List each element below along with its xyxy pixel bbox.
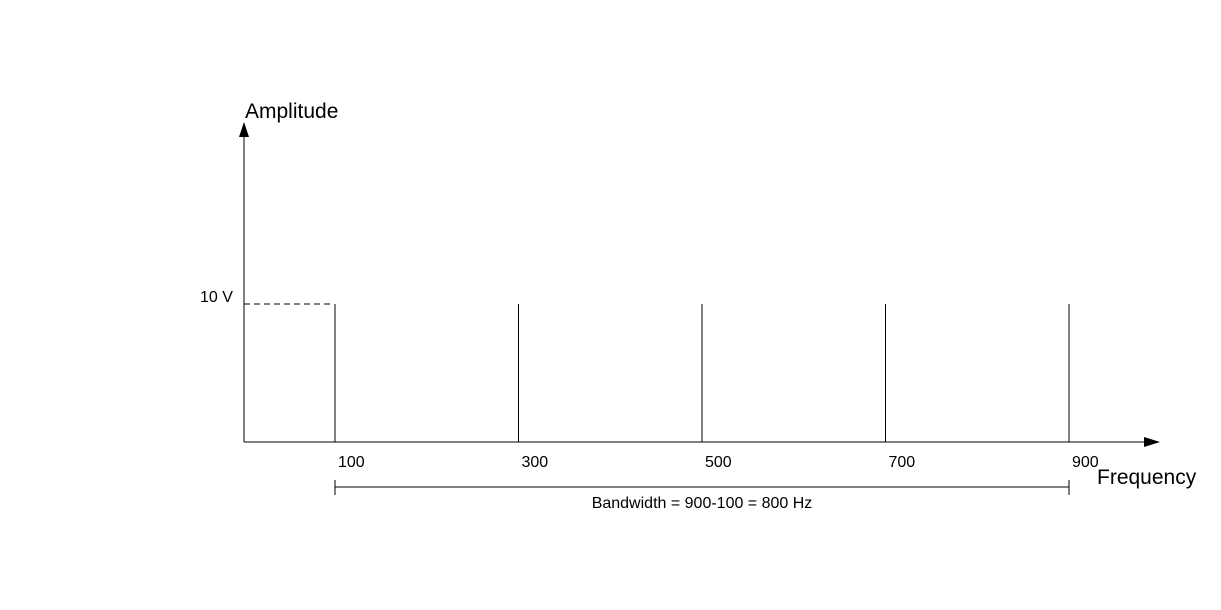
tick-label-300: 300	[522, 454, 549, 471]
x-axis-arrowhead	[1144, 437, 1160, 447]
tick-label-100: 100	[338, 454, 365, 471]
x-axis-title: Frequency	[1097, 466, 1197, 489]
y-axis-arrowhead	[239, 122, 249, 137]
y-marker-label: 10 V	[200, 289, 233, 306]
y-axis-title: Amplitude	[245, 100, 338, 123]
tick-label-700: 700	[889, 454, 916, 471]
tick-label-900: 900	[1072, 454, 1099, 471]
bandwidth-label: Bandwidth = 900-100 = 800 Hz	[592, 495, 813, 512]
tick-label-500: 500	[705, 454, 732, 471]
frequency-tick-labels: 100 300 500 700 900	[338, 454, 1099, 471]
spectrum-lines	[334, 304, 1070, 442]
